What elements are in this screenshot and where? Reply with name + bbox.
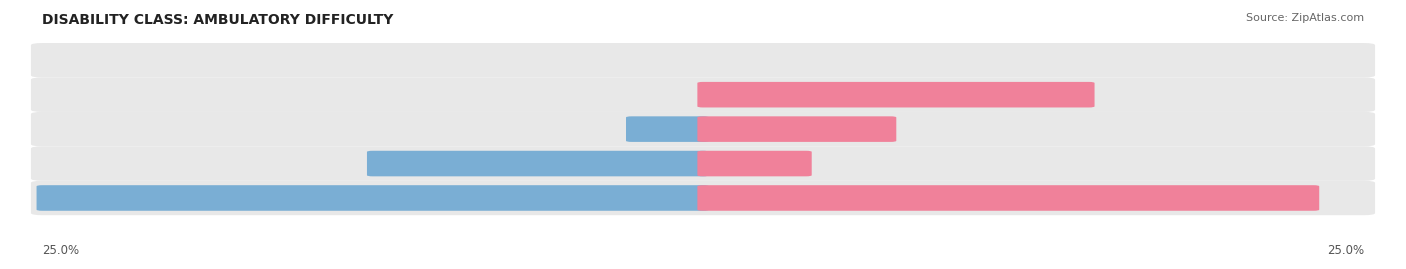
Text: 75 Years and over: 75 Years and over <box>650 192 756 204</box>
Text: 7.1%: 7.1% <box>846 123 879 136</box>
Text: 23.1%: 23.1% <box>1261 192 1302 204</box>
Text: 14.6%: 14.6% <box>1036 88 1077 101</box>
Text: 12.5%: 12.5% <box>384 157 425 170</box>
Text: 5 to 17 Years: 5 to 17 Years <box>665 54 741 67</box>
Text: 25.0%: 25.0% <box>1327 244 1364 257</box>
Text: 25.0%: 25.0% <box>42 244 79 257</box>
Text: 2.7%: 2.7% <box>643 123 675 136</box>
Text: 18 to 34 Years: 18 to 34 Years <box>661 88 745 101</box>
Text: 25.0%: 25.0% <box>53 192 94 204</box>
Text: 0.0%: 0.0% <box>665 88 695 101</box>
Text: 3.9%: 3.9% <box>762 157 794 170</box>
Text: DISABILITY CLASS: AMBULATORY DIFFICULTY: DISABILITY CLASS: AMBULATORY DIFFICULTY <box>42 13 394 27</box>
Text: 0.0%: 0.0% <box>665 54 695 67</box>
Text: 0.0%: 0.0% <box>711 54 741 67</box>
Text: 65 to 74 Years: 65 to 74 Years <box>661 157 745 170</box>
Text: Source: ZipAtlas.com: Source: ZipAtlas.com <box>1246 13 1364 23</box>
Text: 35 to 64 Years: 35 to 64 Years <box>661 123 745 136</box>
